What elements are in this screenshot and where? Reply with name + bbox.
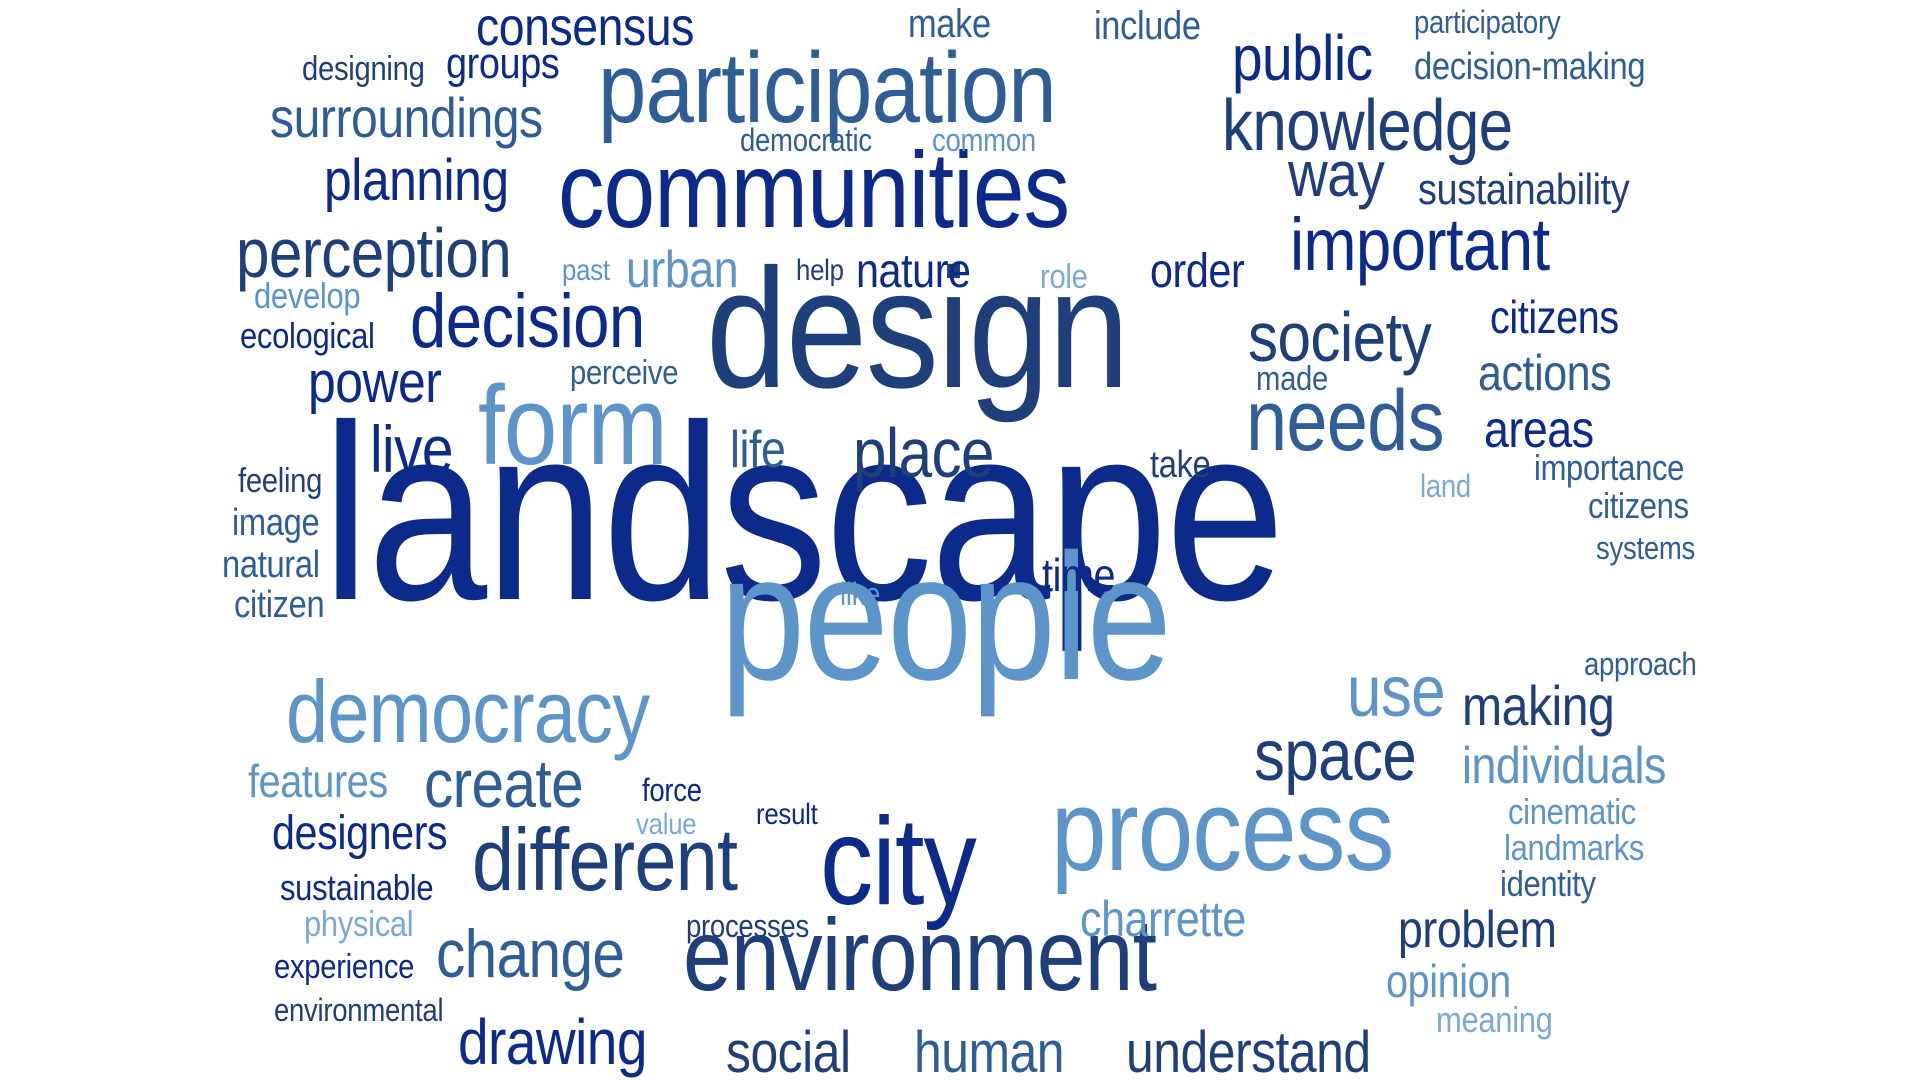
word-landscape: landscape [322, 373, 1285, 652]
word-groups: groups [446, 39, 560, 88]
word-public: public [1232, 22, 1373, 94]
word-urban: urban [626, 241, 739, 299]
word-importance: importance [1534, 447, 1685, 488]
word-features: features [248, 755, 388, 807]
word-designers: designers [272, 807, 448, 860]
word-important: important [1290, 203, 1550, 286]
word-city: city [820, 793, 977, 931]
word-decision-making: decision-making [1414, 46, 1646, 88]
word-surroundings: surroundings [270, 86, 543, 149]
word-charrette: charrette [1080, 891, 1246, 947]
word-image: image [232, 502, 320, 544]
word-life: life [730, 421, 786, 479]
word-perceive: perceive [570, 354, 679, 392]
word-include: include [1094, 4, 1201, 48]
word-environmental: environmental [274, 992, 444, 1028]
word-actions: actions [1478, 345, 1612, 401]
word-create: create [424, 746, 584, 822]
word-landmarks: landmarks [1504, 827, 1645, 868]
word-made: made [1256, 360, 1328, 398]
word-identity: identity [1500, 863, 1596, 904]
word-use: use [1347, 652, 1446, 732]
word-place: place [853, 414, 995, 492]
word-form: form [478, 363, 668, 488]
word-experience: experience [274, 948, 415, 986]
word-individuals: individuals [1462, 737, 1666, 795]
word-make: make [908, 2, 991, 46]
word-live: live [370, 412, 453, 486]
word-cinematic: cinematic [1508, 791, 1636, 832]
word-human: human [914, 1020, 1065, 1080]
word-meaning: meaning [1436, 999, 1553, 1040]
word-value: value [636, 808, 697, 841]
word-like: like [840, 576, 881, 612]
word-citizen: citizen [234, 584, 325, 626]
word-citizens: citizens [1490, 291, 1619, 343]
word-order: order [1150, 245, 1245, 298]
word-social: social [726, 1020, 851, 1080]
word-develop: develop [254, 275, 361, 316]
word-help: help [796, 254, 844, 287]
word-understand: understand [1126, 1020, 1371, 1080]
word-democratic: democratic [740, 122, 872, 158]
word-power: power [308, 350, 442, 415]
word-past: past [562, 254, 610, 287]
word-people: people [720, 517, 1172, 718]
word-democracy: democracy [286, 662, 650, 761]
word-knowledge: knowledge [1222, 86, 1513, 166]
word-ecological: ecological [240, 315, 375, 356]
word-participation: participation [598, 32, 1057, 144]
word-change: change [436, 916, 625, 992]
word-planning: planning [324, 148, 509, 213]
word-sustainability: sustainability [1418, 165, 1630, 214]
word-consensus: consensus [476, 0, 694, 57]
word-areas: areas [1484, 401, 1594, 459]
word-land: land [1420, 468, 1471, 504]
word-society: society [1248, 298, 1432, 376]
word-communities: communities [558, 129, 1070, 250]
word-design: design [706, 234, 1130, 424]
word-take: take [1150, 444, 1211, 486]
word-natural: natural [222, 544, 320, 586]
word-opinion: opinion [1386, 955, 1511, 1007]
word-perception: perception [236, 214, 512, 292]
word-role: role [1040, 258, 1088, 296]
word-nature: nature [856, 245, 971, 298]
word-time: time [1042, 549, 1116, 601]
word-decision: decision [410, 279, 645, 364]
word-approach: approach [1584, 646, 1697, 682]
word-space: space [1254, 716, 1417, 796]
word-way: way [1288, 138, 1385, 210]
word-process: process [1051, 765, 1394, 895]
word-result: result [756, 798, 818, 831]
word-designing: designing [302, 50, 425, 88]
word-making: making [1462, 674, 1615, 737]
word-systems: systems [1596, 530, 1695, 566]
word-processes: processes [686, 908, 809, 944]
word-different: different [472, 810, 738, 909]
word-sustainable: sustainable [280, 867, 434, 908]
word-force: force [642, 772, 702, 808]
word-physical: physical [304, 903, 414, 944]
word-environment: environment [683, 898, 1157, 1012]
word-drawing: drawing [458, 1006, 647, 1078]
word-feeling: feeling [238, 462, 323, 500]
word-needs: needs [1246, 373, 1445, 469]
word-participatory: participatory [1414, 4, 1561, 40]
word-problem: problem [1398, 901, 1557, 959]
word-citizens-2: citizens [1588, 485, 1689, 526]
word-common: common [932, 122, 1036, 158]
